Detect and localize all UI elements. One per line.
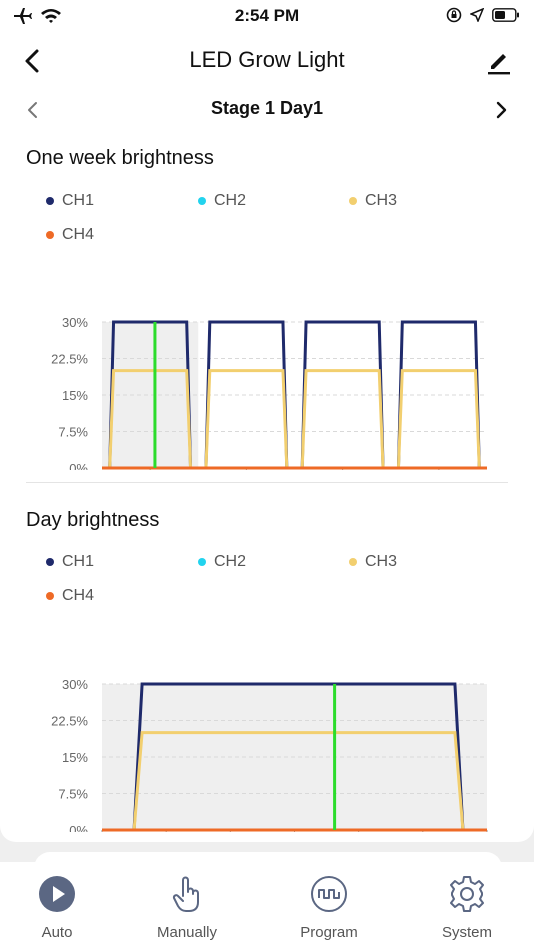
legend-label: CH4 [62, 226, 95, 243]
day-section-title: Day brightness [26, 509, 160, 531]
y-tick-label: 22.5% [51, 714, 88, 729]
legend-item-ch4[interactable]: CH4 [46, 226, 94, 244]
legend-label: CH1 [62, 192, 95, 209]
stage-label: Stage 1 Day1 [210, 98, 324, 118]
tab-bar: Auto Manually Program System [0, 862, 534, 950]
legend-item-ch4[interactable]: CH4 [46, 587, 94, 605]
legend-label: CH1 [62, 553, 95, 570]
legend-dot [46, 592, 54, 600]
week-section-title: One week brightness [26, 147, 214, 169]
y-tick-label: 0% [69, 461, 88, 470]
nav-bar: LED Grow Light [0, 32, 534, 90]
legend-dot [349, 197, 357, 205]
back-button[interactable] [18, 46, 48, 76]
play-circle-icon [37, 874, 77, 914]
tab-program[interactable]: Program [269, 874, 389, 941]
y-tick-label: 30% [62, 677, 88, 692]
tab-system[interactable]: System [407, 874, 527, 941]
tab-label: System [441, 924, 492, 941]
legend-label: CH2 [214, 192, 247, 209]
legend-item-ch1[interactable]: CH1 [46, 553, 94, 571]
day-brightness-chart[interactable]: 30%22.5%15%7.5%0% 00050812151923 [40, 642, 500, 860]
legend-dot [198, 197, 206, 205]
y-tick-label: 22.5% [51, 352, 88, 367]
y-tick-label: 15% [62, 750, 88, 765]
legend-dot [349, 558, 357, 566]
day-chart-svg: 30%22.5%15%7.5%0% 00050812151923 [51, 677, 494, 860]
pencil-icon [488, 54, 510, 75]
y-tick-label: 7.5% [58, 787, 88, 802]
legend-item-ch1[interactable]: CH1 [46, 192, 94, 210]
location-arrow-icon [469, 7, 485, 27]
battery-icon [492, 8, 520, 27]
edit-button[interactable] [484, 46, 514, 76]
legend-item-ch2[interactable]: CH2 [198, 192, 246, 210]
chevron-left-icon [25, 49, 39, 73]
week-legend: CH1 CH2 CH3 CH4 [40, 192, 510, 252]
page-title: LED Grow Light [189, 47, 345, 72]
legend-item-ch3[interactable]: CH3 [349, 192, 397, 210]
day-legend: CH1 CH2 CH3 CH4 [40, 553, 510, 613]
y-tick-label: 7.5% [58, 425, 88, 440]
week-chart-svg: 30%22.5%15%7.5%0% day1day2day3day4 [51, 315, 487, 498]
hand-pointer-icon [167, 874, 207, 914]
y-tick-label: 0% [69, 823, 88, 832]
next-stage-button[interactable] [490, 98, 512, 122]
y-tick-label: 30% [62, 315, 88, 330]
week-brightness-chart[interactable]: 30%22.5%15%7.5%0% day1day2day3day4 [40, 280, 500, 498]
y-tick-label: 15% [62, 388, 88, 403]
legend-dot [46, 558, 54, 566]
stage-selector: Stage 1 Day1 [0, 92, 534, 128]
legend-label: CH3 [365, 553, 398, 570]
section-divider [26, 482, 508, 483]
legend-label: CH2 [214, 553, 247, 570]
chevron-left-icon [28, 102, 37, 118]
status-left [12, 7, 62, 30]
status-time: 2:54 PM [234, 6, 300, 25]
airplane-icon [12, 7, 32, 30]
legend-dot [198, 558, 206, 566]
legend-dot [46, 231, 54, 239]
previous-stage-button[interactable] [22, 98, 44, 122]
tab-label: Program [300, 924, 358, 941]
legend-label: CH4 [62, 587, 95, 604]
status-right [446, 7, 520, 28]
wifi-icon [40, 8, 62, 29]
legend-item-ch3[interactable]: CH3 [349, 553, 397, 571]
gear-icon [447, 874, 487, 914]
tab-auto[interactable]: Auto [0, 874, 117, 941]
tab-label: Manually [156, 924, 218, 941]
waveform-icon [309, 874, 349, 914]
chevron-right-icon [496, 101, 507, 119]
tab-manually[interactable]: Manually [127, 874, 247, 941]
main-card: LED Grow Light Stage 1 Day1 One week bri… [0, 32, 534, 860]
legend-item-ch2[interactable]: CH2 [198, 553, 246, 571]
tab-label: Auto [41, 924, 73, 941]
orientation-lock-icon [446, 7, 462, 28]
legend-dot [46, 197, 54, 205]
status-bar: 2:54 PM [0, 0, 534, 32]
legend-label: CH3 [365, 192, 398, 209]
